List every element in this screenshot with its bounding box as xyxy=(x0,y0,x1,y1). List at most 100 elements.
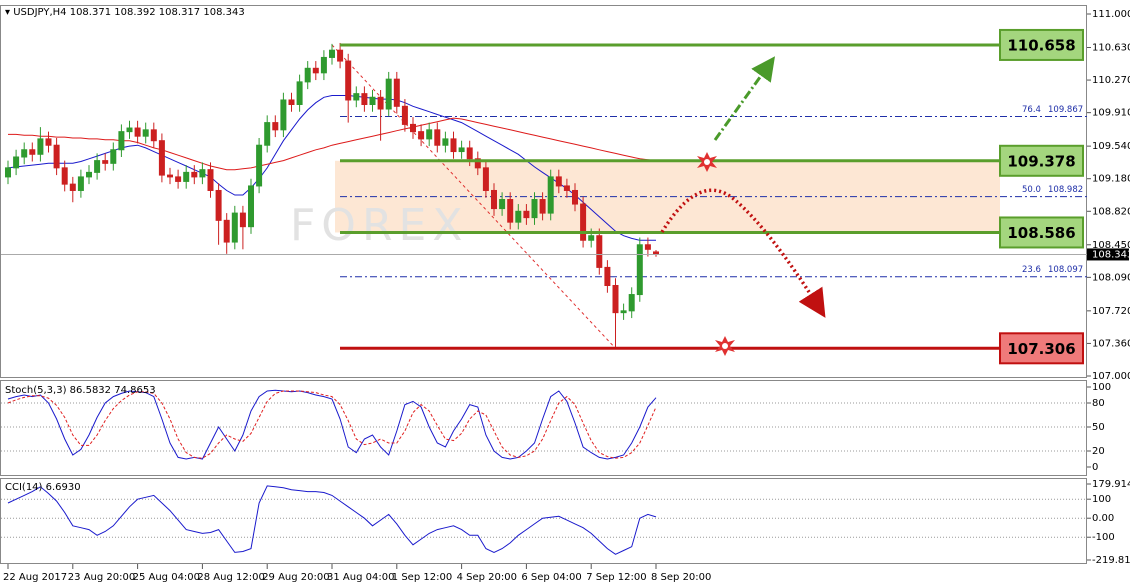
candle-body xyxy=(515,210,522,223)
candle-body xyxy=(183,171,190,182)
candle-body xyxy=(442,138,449,146)
candle-body xyxy=(410,123,416,133)
candle-body xyxy=(385,78,392,110)
candle-body xyxy=(320,56,327,74)
y-tick-label: 20 xyxy=(1092,446,1105,457)
y-tick-label: 110.630 xyxy=(1092,42,1130,53)
candle-body xyxy=(69,183,76,191)
x-tick-label: 23 Aug 20:00 xyxy=(68,572,135,583)
y-tick-label: 80 xyxy=(1092,398,1105,409)
y-tick-label: 109.540 xyxy=(1092,141,1130,152)
level-label: 108.586 xyxy=(1007,224,1075,242)
candle-body xyxy=(272,122,279,131)
x-tick-label: 1 Sep 12:00 xyxy=(392,572,452,583)
y-tick-label: -219.8134 xyxy=(1092,555,1130,566)
x-tick-label: 29 Aug 20:00 xyxy=(262,572,329,583)
indicator-line xyxy=(7,485,657,555)
candle-body xyxy=(94,160,101,173)
candle-body xyxy=(239,212,246,228)
open: 108.371 xyxy=(70,7,111,18)
candle-body xyxy=(175,176,182,182)
x-tick-label: 28 Aug 12:00 xyxy=(197,572,264,583)
x-tick-label: 6 Sep 04:00 xyxy=(521,572,581,583)
x-tick-label: 4 Sep 20:00 xyxy=(457,572,517,583)
level-label: 110.658 xyxy=(1007,36,1075,54)
candle-body xyxy=(393,78,400,107)
candle-body xyxy=(523,210,530,219)
indicator-name: CCI(14) xyxy=(5,482,43,493)
candle-body xyxy=(563,185,570,191)
candle-body xyxy=(580,203,587,241)
candle-body xyxy=(37,138,44,155)
symbol: USDJPY,H4 xyxy=(13,7,66,18)
stoch-panel xyxy=(0,380,1087,476)
candle-body xyxy=(312,67,319,74)
candle-body xyxy=(644,244,651,250)
high: 108.392 xyxy=(114,7,155,18)
candle-body xyxy=(426,129,433,140)
level-box xyxy=(999,332,1084,365)
candle-body xyxy=(604,266,611,286)
bullish-arrow xyxy=(713,56,775,141)
candle-body xyxy=(377,96,384,110)
candle-body xyxy=(458,147,465,153)
y-tick-label: 0 xyxy=(1092,462,1098,473)
candle-body xyxy=(369,96,376,106)
y-tick-label: 107.720 xyxy=(1092,306,1130,317)
y-tick-label: 108.820 xyxy=(1092,206,1130,217)
level-box xyxy=(999,216,1084,249)
candle-body xyxy=(264,122,271,146)
candle-body xyxy=(134,127,141,137)
candle-body xyxy=(142,129,149,137)
candle-body xyxy=(329,49,335,58)
candle-body xyxy=(304,67,311,83)
stoch-header: Stoch(5,3,3) 86.5832 74.8653 xyxy=(5,385,156,396)
candle-body xyxy=(572,189,578,205)
candle-body xyxy=(499,199,506,210)
y-tick-label: 100 xyxy=(1092,494,1111,505)
candle-body xyxy=(86,171,92,178)
candle-body xyxy=(110,149,117,164)
y-tick-label: 0.00 xyxy=(1092,513,1114,524)
candle-body xyxy=(466,147,473,160)
candle-body xyxy=(612,285,619,314)
cci-value: 6.6930 xyxy=(46,482,81,493)
candle-body xyxy=(588,235,595,241)
level-box xyxy=(999,28,1084,61)
candle-body xyxy=(361,93,368,105)
x-tick-label: 31 Aug 04:00 xyxy=(327,572,394,583)
candle-body xyxy=(256,144,263,187)
candle-body xyxy=(13,156,20,169)
candle-body xyxy=(491,189,497,210)
candle-body xyxy=(158,140,165,176)
fib-ratio: 50.0 xyxy=(1022,185,1041,195)
candle-body xyxy=(223,219,230,243)
indicator-line xyxy=(7,389,657,460)
candle-body xyxy=(29,149,36,155)
main-value: 86.5832 xyxy=(70,385,111,396)
candle-body xyxy=(636,244,643,296)
candle-body xyxy=(353,93,360,101)
candle-body xyxy=(150,129,157,142)
candle-body xyxy=(547,176,554,214)
candle-body xyxy=(434,129,441,146)
candle-body xyxy=(620,310,627,314)
candle-body xyxy=(531,199,538,219)
indicator-name: Stoch(5,3,3) xyxy=(5,385,67,396)
burst-icon xyxy=(697,152,717,172)
fib-price: 108.097 xyxy=(1048,265,1083,275)
y-tick-label: -100 xyxy=(1092,532,1115,543)
candle-body xyxy=(215,189,222,221)
candle-body xyxy=(45,138,52,146)
candle-body xyxy=(482,167,489,191)
candle-body xyxy=(296,81,303,105)
cci-header: CCI(14) 6.6930 xyxy=(5,482,81,493)
candle-body xyxy=(77,176,84,191)
x-tick-label: 7 Sep 12:00 xyxy=(586,572,646,583)
candle-body xyxy=(628,294,635,312)
fib-price: 109.867 xyxy=(1048,105,1083,115)
fib-ratio: 76.4 xyxy=(1022,105,1041,115)
y-tick-label: 107.000 xyxy=(1092,371,1130,382)
